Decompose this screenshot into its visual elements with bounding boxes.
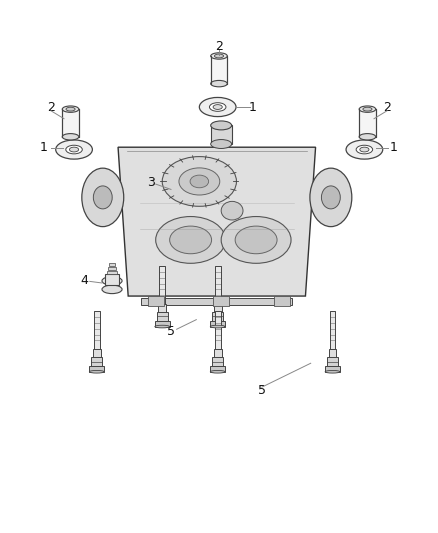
Ellipse shape	[66, 107, 75, 111]
Ellipse shape	[209, 103, 226, 111]
Circle shape	[321, 186, 340, 209]
Bar	[141, 298, 292, 304]
Text: 2: 2	[383, 101, 391, 114]
Ellipse shape	[210, 325, 225, 328]
Ellipse shape	[102, 285, 122, 294]
Bar	[210, 321, 225, 327]
Bar	[213, 296, 229, 305]
Bar	[109, 263, 115, 266]
Ellipse shape	[215, 54, 223, 58]
Ellipse shape	[179, 168, 220, 195]
Bar	[210, 367, 225, 372]
Bar	[215, 311, 220, 350]
Circle shape	[93, 186, 112, 209]
Ellipse shape	[211, 53, 227, 59]
Ellipse shape	[359, 106, 376, 112]
Ellipse shape	[199, 98, 236, 117]
Ellipse shape	[210, 370, 225, 373]
Text: 1: 1	[39, 141, 47, 155]
Bar	[93, 350, 101, 357]
Bar	[148, 296, 163, 305]
Ellipse shape	[162, 157, 237, 206]
Bar	[359, 109, 376, 137]
Text: 1: 1	[390, 141, 398, 155]
Ellipse shape	[221, 216, 291, 263]
Bar	[107, 271, 117, 274]
Ellipse shape	[155, 325, 170, 328]
Bar	[158, 304, 166, 312]
Text: 1: 1	[248, 101, 256, 114]
Ellipse shape	[70, 147, 79, 152]
Ellipse shape	[170, 226, 212, 254]
Text: 2: 2	[215, 41, 223, 53]
Ellipse shape	[190, 175, 208, 188]
Bar	[159, 266, 165, 304]
Polygon shape	[118, 147, 315, 296]
Bar	[327, 357, 338, 367]
Bar	[275, 296, 290, 305]
Bar	[155, 321, 170, 327]
Bar	[214, 350, 222, 357]
Ellipse shape	[56, 140, 92, 159]
Bar	[108, 267, 116, 270]
Bar	[325, 367, 340, 372]
Ellipse shape	[213, 104, 222, 109]
Ellipse shape	[363, 107, 372, 111]
Ellipse shape	[89, 370, 104, 373]
Bar	[156, 312, 168, 321]
Bar	[215, 266, 220, 304]
Ellipse shape	[356, 145, 373, 154]
Ellipse shape	[211, 140, 232, 149]
Ellipse shape	[310, 168, 352, 227]
Bar	[94, 311, 99, 350]
Text: 5: 5	[258, 384, 266, 397]
Bar	[89, 367, 104, 372]
Ellipse shape	[62, 134, 79, 140]
Ellipse shape	[359, 134, 376, 140]
Ellipse shape	[211, 121, 232, 130]
Bar	[91, 357, 102, 367]
Bar	[211, 56, 227, 84]
Bar	[328, 350, 336, 357]
Text: 4: 4	[81, 274, 88, 287]
Text: 2: 2	[47, 101, 55, 114]
Ellipse shape	[360, 147, 369, 152]
Bar	[62, 109, 79, 137]
Bar	[105, 274, 119, 285]
Ellipse shape	[211, 80, 227, 87]
Ellipse shape	[235, 226, 277, 254]
Ellipse shape	[62, 106, 79, 112]
Ellipse shape	[82, 168, 124, 227]
Ellipse shape	[102, 277, 122, 285]
Bar	[212, 312, 223, 321]
Ellipse shape	[325, 370, 340, 373]
Text: 3: 3	[148, 176, 155, 189]
Text: 5: 5	[167, 325, 175, 338]
Bar	[214, 304, 222, 312]
Bar	[212, 357, 223, 367]
Ellipse shape	[346, 140, 383, 159]
Bar	[330, 311, 336, 350]
Ellipse shape	[155, 216, 226, 263]
Ellipse shape	[221, 201, 243, 220]
Bar	[211, 125, 232, 144]
Ellipse shape	[66, 145, 82, 154]
